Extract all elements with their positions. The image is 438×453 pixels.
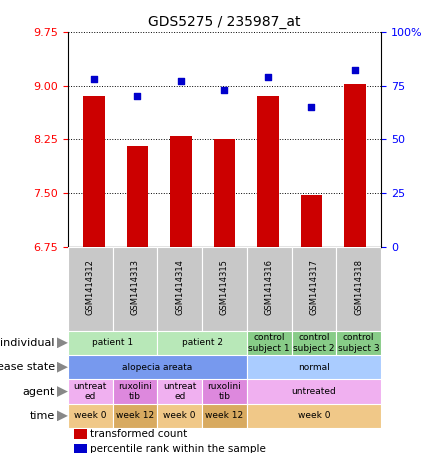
Polygon shape — [57, 410, 68, 421]
Text: ruxolini
tib: ruxolini tib — [208, 382, 241, 401]
Point — [91, 76, 98, 83]
Text: control
subject 1: control subject 1 — [248, 333, 290, 352]
Bar — [83, 96, 105, 247]
Text: individual: individual — [0, 338, 55, 348]
Bar — [300, 194, 322, 247]
Text: patient 2: patient 2 — [182, 338, 223, 347]
Text: GSM1414314: GSM1414314 — [175, 260, 184, 315]
Text: control
subject 3: control subject 3 — [338, 333, 379, 352]
Text: GSM1414313: GSM1414313 — [131, 260, 139, 315]
Bar — [202, 247, 247, 331]
Polygon shape — [57, 362, 68, 373]
Bar — [68, 331, 157, 355]
Text: patient 1: patient 1 — [92, 338, 133, 347]
Text: time: time — [29, 411, 55, 421]
Bar — [336, 331, 381, 355]
Text: week 0: week 0 — [163, 411, 196, 420]
Text: control
subject 2: control subject 2 — [293, 333, 335, 352]
Text: GSM1414312: GSM1414312 — [86, 260, 95, 315]
Bar — [68, 247, 113, 331]
Text: GSM1414317: GSM1414317 — [310, 260, 318, 315]
Bar — [336, 247, 381, 331]
Bar — [344, 84, 366, 247]
Bar — [113, 247, 157, 331]
Text: untreat
ed: untreat ed — [74, 382, 107, 401]
Bar — [68, 379, 113, 404]
Text: normal: normal — [298, 363, 330, 372]
Bar — [113, 404, 157, 428]
Bar — [202, 404, 247, 428]
Text: week 12: week 12 — [205, 411, 244, 420]
Bar — [292, 247, 336, 331]
Bar — [247, 331, 292, 355]
Text: alopecia areata: alopecia areata — [122, 363, 192, 372]
Text: agent: agent — [22, 386, 55, 396]
Bar — [74, 429, 87, 439]
Polygon shape — [57, 386, 68, 397]
Bar — [74, 444, 87, 453]
Bar — [214, 140, 235, 247]
Text: GSM1414318: GSM1414318 — [354, 260, 363, 315]
Text: transformed count: transformed count — [90, 429, 187, 439]
Bar — [113, 379, 157, 404]
Bar — [157, 247, 202, 331]
Bar — [247, 404, 381, 428]
Text: week 0: week 0 — [298, 411, 330, 420]
Bar — [247, 379, 381, 404]
Polygon shape — [57, 337, 68, 348]
Bar — [157, 404, 202, 428]
Text: GSM1414316: GSM1414316 — [265, 260, 274, 315]
Text: untreated: untreated — [292, 387, 336, 396]
Bar — [68, 404, 113, 428]
Bar — [127, 146, 148, 247]
Title: GDS5275 / 235987_at: GDS5275 / 235987_at — [148, 15, 301, 29]
Bar — [202, 379, 247, 404]
Point — [308, 103, 315, 111]
Point — [351, 67, 358, 74]
Bar — [157, 379, 202, 404]
Bar — [247, 355, 381, 380]
Bar — [68, 355, 247, 380]
Text: week 0: week 0 — [74, 411, 106, 420]
Bar — [157, 331, 247, 355]
Point — [134, 93, 141, 100]
Bar — [247, 247, 292, 331]
Text: week 12: week 12 — [116, 411, 154, 420]
Bar — [292, 331, 336, 355]
Point — [265, 73, 272, 81]
Bar — [170, 136, 192, 247]
Text: ruxolini
tib: ruxolini tib — [118, 382, 152, 401]
Text: GSM1414315: GSM1414315 — [220, 260, 229, 315]
Point — [221, 86, 228, 93]
Text: untreat
ed: untreat ed — [163, 382, 196, 401]
Text: percentile rank within the sample: percentile rank within the sample — [90, 444, 266, 453]
Bar — [257, 96, 279, 247]
Text: disease state: disease state — [0, 362, 55, 372]
Point — [177, 77, 184, 85]
